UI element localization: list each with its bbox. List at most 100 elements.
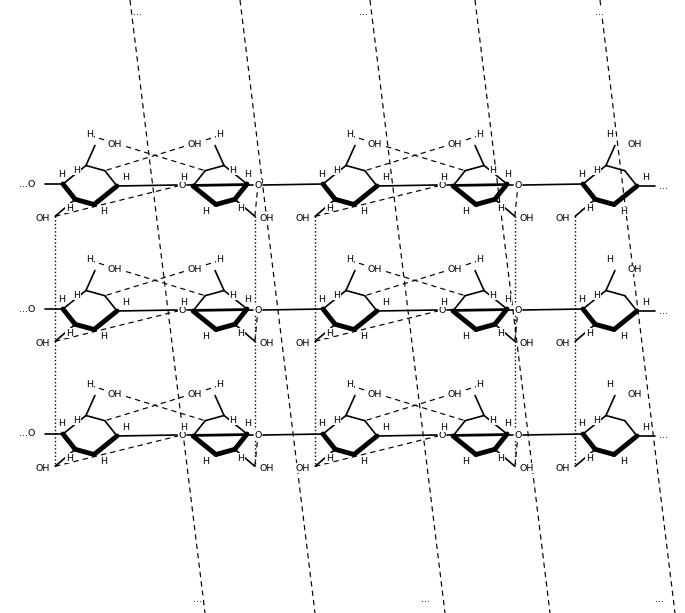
Text: H: H	[347, 130, 353, 139]
Text: H: H	[579, 294, 586, 303]
Text: H: H	[477, 255, 484, 264]
Text: ...: ...	[656, 595, 664, 604]
Text: H: H	[586, 329, 593, 338]
Text: OH: OH	[296, 464, 310, 473]
Text: H: H	[347, 380, 353, 389]
Text: O: O	[254, 305, 262, 314]
Text: H: H	[643, 422, 649, 432]
Text: H: H	[101, 207, 108, 216]
Text: ...: ...	[659, 432, 668, 441]
Text: H: H	[490, 291, 497, 300]
Text: ...: ...	[134, 7, 142, 17]
Text: H: H	[86, 255, 93, 264]
Text: H: H	[181, 422, 188, 432]
Text: H: H	[440, 422, 447, 432]
Text: H: H	[245, 419, 251, 428]
Text: OH: OH	[448, 140, 462, 149]
Text: OH: OH	[260, 214, 274, 223]
Text: H: H	[203, 332, 210, 341]
Text: OH: OH	[520, 339, 534, 348]
Text: H: H	[181, 297, 188, 306]
Text: H: H	[319, 419, 325, 428]
Text: OH: OH	[556, 339, 571, 348]
Text: O: O	[254, 180, 262, 189]
Text: H: H	[334, 291, 340, 300]
Text: OH: OH	[448, 265, 462, 274]
Text: OH: OH	[108, 140, 123, 149]
Text: OH: OH	[448, 390, 462, 399]
Text: OH: OH	[628, 390, 643, 399]
Text: ...O: ...O	[18, 180, 35, 189]
Text: H: H	[203, 457, 210, 466]
Text: H: H	[606, 130, 614, 139]
Text: OH: OH	[108, 265, 123, 274]
Text: OH: OH	[368, 390, 382, 399]
Text: H: H	[593, 291, 601, 300]
Text: H: H	[319, 170, 325, 178]
Text: O: O	[514, 305, 522, 314]
Text: H: H	[237, 329, 245, 338]
Text: H: H	[66, 454, 73, 463]
Text: H: H	[440, 297, 447, 306]
Text: H: H	[66, 204, 73, 213]
Text: H: H	[621, 457, 627, 466]
Text: H: H	[462, 332, 469, 341]
Text: OH: OH	[556, 464, 571, 473]
Text: H: H	[216, 255, 223, 264]
Text: H: H	[229, 416, 236, 425]
Text: ...: ...	[595, 7, 604, 17]
Text: ...: ...	[421, 595, 429, 604]
Text: H: H	[621, 207, 627, 216]
Text: H: H	[621, 332, 627, 341]
Text: H: H	[504, 170, 512, 178]
Text: ...: ...	[659, 181, 668, 191]
Text: H: H	[347, 255, 353, 264]
Text: H: H	[325, 454, 333, 463]
Text: H: H	[586, 204, 593, 213]
Text: H: H	[504, 294, 512, 303]
Text: OH: OH	[628, 265, 643, 274]
Text: H: H	[360, 457, 368, 466]
Text: H: H	[325, 204, 333, 213]
Text: OH: OH	[188, 390, 202, 399]
Text: ...: ...	[358, 7, 367, 17]
Text: H: H	[606, 255, 614, 264]
Text: H: H	[73, 416, 80, 425]
Text: H: H	[58, 170, 66, 178]
Text: H: H	[216, 130, 223, 139]
Text: H: H	[325, 329, 333, 338]
Text: OH: OH	[296, 214, 310, 223]
Text: OH: OH	[36, 339, 50, 348]
Text: O: O	[514, 180, 522, 189]
Text: OH: OH	[36, 464, 50, 473]
Text: H: H	[66, 329, 73, 338]
Text: H: H	[490, 416, 497, 425]
Text: OH: OH	[260, 464, 274, 473]
Text: H: H	[73, 291, 80, 300]
Text: H: H	[245, 170, 251, 178]
Text: H: H	[360, 332, 368, 341]
Text: H: H	[123, 422, 129, 432]
Text: ...O: ...O	[18, 305, 35, 313]
Text: H: H	[334, 416, 340, 425]
Text: H: H	[606, 380, 614, 389]
Text: H: H	[86, 130, 93, 139]
Text: H: H	[319, 294, 325, 303]
Text: H: H	[593, 416, 601, 425]
Text: OH: OH	[520, 464, 534, 473]
Text: H: H	[504, 419, 512, 428]
Text: H: H	[593, 166, 601, 175]
Text: H: H	[58, 294, 66, 303]
Text: O: O	[438, 430, 446, 440]
Text: H: H	[123, 297, 129, 306]
Text: H: H	[123, 172, 129, 181]
Text: OH: OH	[368, 140, 382, 149]
Text: OH: OH	[108, 390, 123, 399]
Text: H: H	[101, 457, 108, 466]
Text: O: O	[438, 180, 446, 189]
Text: ...: ...	[659, 306, 668, 316]
Text: OH: OH	[628, 140, 643, 149]
Text: H: H	[579, 170, 586, 178]
Text: H: H	[181, 172, 188, 181]
Text: ...: ...	[193, 595, 203, 604]
